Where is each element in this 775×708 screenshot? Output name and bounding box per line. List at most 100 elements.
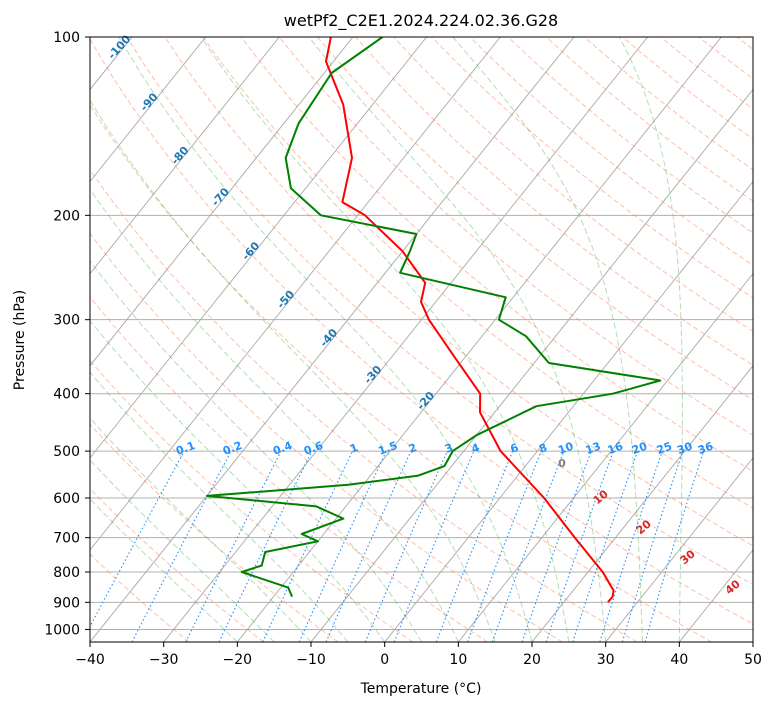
y-axis-label: Pressure (hPa) xyxy=(12,290,28,390)
mixing-ratio-line xyxy=(185,450,282,642)
moist-adiabat xyxy=(90,99,496,642)
mixing-ratio-label: 3 xyxy=(443,441,455,456)
moist-adiabat xyxy=(90,371,349,642)
mixing-ratio-line xyxy=(364,450,448,642)
dry-adiabat xyxy=(164,37,753,547)
y-tick-label: 300 xyxy=(53,313,80,329)
y-tick-label: 800 xyxy=(53,565,80,581)
moist-adiabat xyxy=(452,37,643,642)
x-tick-label: 30 xyxy=(597,652,615,668)
dry-adiabat xyxy=(90,168,638,642)
moist-adiabat xyxy=(90,188,459,642)
moist-adiabat xyxy=(90,417,312,642)
mixing-ratio-line xyxy=(325,450,412,642)
mixing-ratio-line xyxy=(572,450,639,642)
y-tick-label: 500 xyxy=(53,444,80,460)
x-tick-label: 50 xyxy=(744,652,762,668)
moist-adiabat xyxy=(90,260,422,642)
mixing-ratio-line xyxy=(521,450,592,642)
mixing-ratio-label: 20 xyxy=(630,440,649,458)
isotherm-line xyxy=(90,37,207,183)
mixing-ratio-line xyxy=(644,450,705,642)
mixing-ratio-label: 1.5 xyxy=(376,439,399,458)
dry-adiabat xyxy=(90,488,264,642)
x-tick-label: −10 xyxy=(296,652,326,668)
x-tick-label: 20 xyxy=(523,652,541,668)
moist-adiabat xyxy=(90,498,238,642)
isotherm-line xyxy=(605,457,753,642)
mixing-ratio-label: 36 xyxy=(696,440,715,458)
y-tick-label: 700 xyxy=(53,531,80,547)
isotherm-line xyxy=(457,272,753,642)
dry-adiabat xyxy=(90,423,339,642)
dry-adiabat xyxy=(90,38,753,625)
y-tick-label: 600 xyxy=(53,491,80,507)
dry-adiabat xyxy=(90,104,712,642)
isotherm-line xyxy=(90,37,428,459)
data-layer xyxy=(205,37,662,603)
dry-adiabat xyxy=(202,37,753,509)
dry-adiabat xyxy=(278,37,753,436)
zero-label: 0 xyxy=(558,457,566,470)
plot-frame xyxy=(89,36,754,643)
axis-layer: −40 −30 −20 −10 0 10 20 30 40 5010009008007006005… xyxy=(44,30,762,668)
mixing-ratio-label: 0.4 xyxy=(271,439,294,458)
mixing-ratio-line xyxy=(599,450,663,642)
y-tick-label: 1000 xyxy=(44,622,80,638)
chart-title: wetPf2_C2E1.2024.224.02.36.G28 xyxy=(284,11,558,31)
grid-layer xyxy=(90,37,753,642)
y-tick-label: 200 xyxy=(53,208,80,224)
dry-adiabat xyxy=(90,553,190,642)
y-tick-label: 100 xyxy=(53,30,80,46)
mixing-ratio-label: 30 xyxy=(675,440,694,458)
dry-adiabat xyxy=(240,37,753,472)
moist-adiabat xyxy=(618,37,683,642)
mixing-ratio-label: 8 xyxy=(537,441,549,456)
mixing-ratio-line xyxy=(90,450,185,628)
x-tick-label: −40 xyxy=(75,652,105,668)
isotherm-line xyxy=(163,37,649,642)
y-tick-label: 400 xyxy=(53,387,80,403)
moist-adiabat xyxy=(118,37,533,642)
mixing-ratio-line xyxy=(393,450,475,642)
moist-adiabat xyxy=(90,320,386,642)
isotherm-line xyxy=(384,180,753,642)
x-tick-label: −20 xyxy=(223,652,253,668)
isotherm-line xyxy=(90,37,280,275)
y-tick-label: 900 xyxy=(53,595,80,611)
mixing-ratio-label: 0.2 xyxy=(221,439,244,458)
mixing-ratio-line xyxy=(435,450,514,642)
mixing-ratio-label: 0.1 xyxy=(174,439,197,458)
isotherm-line xyxy=(90,37,354,367)
dewpoint-profile xyxy=(205,37,662,597)
mixing-ratio-label: 0.6 xyxy=(302,439,325,458)
x-axis-label: Temperature (°C) xyxy=(360,681,482,697)
mixing-ratio-label: 4 xyxy=(470,441,482,456)
temperature-profile xyxy=(325,37,615,603)
mixing-ratio-label: 1 xyxy=(348,441,360,456)
moist-adiabat xyxy=(308,37,607,642)
x-tick-label: 0 xyxy=(380,652,389,668)
isotherm-line xyxy=(310,88,753,642)
isotherm-line xyxy=(531,365,753,642)
x-tick-label: −30 xyxy=(149,652,179,668)
moist-adiabat xyxy=(90,459,275,642)
x-tick-label: 40 xyxy=(670,652,688,668)
mixing-ratio-label: 16 xyxy=(606,440,625,458)
dry-adiabat xyxy=(431,37,753,299)
mixing-ratio-line xyxy=(466,450,542,642)
mixing-ratio-label: 25 xyxy=(655,440,674,457)
mixing-ratio-label: 10 xyxy=(556,440,575,458)
dry-adiabat xyxy=(90,359,414,642)
mixing-ratio-line xyxy=(545,450,614,642)
mixing-ratio-line xyxy=(491,450,565,642)
dry-adiabat xyxy=(90,296,488,642)
x-tick-label: 10 xyxy=(449,652,467,668)
mixing-ratio-label: 2 xyxy=(407,441,419,456)
mixing-ratio-line xyxy=(621,450,684,642)
mixing-ratio-label: 13 xyxy=(584,440,603,457)
dry-adiabat xyxy=(393,37,753,332)
mixing-ratio-label: 6 xyxy=(509,441,521,456)
